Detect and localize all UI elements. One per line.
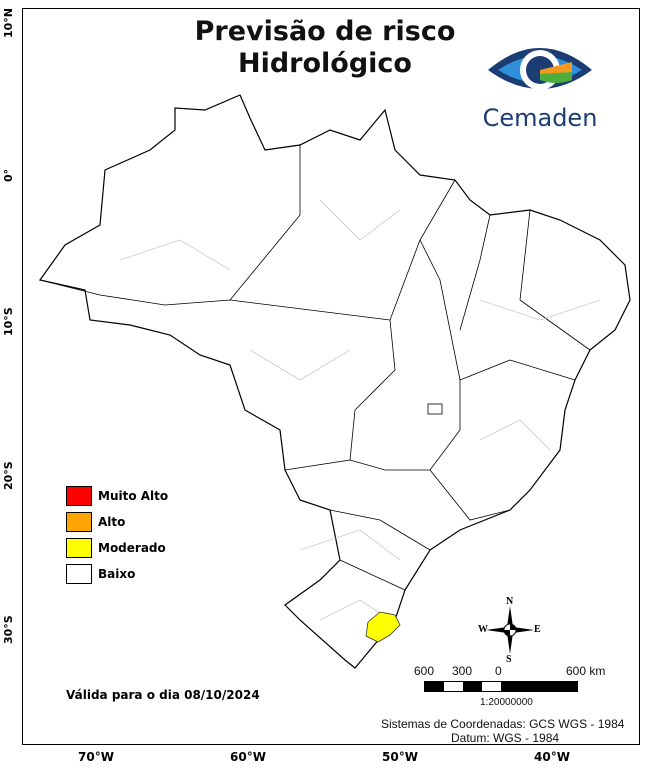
- scale-label: 300: [452, 664, 473, 678]
- compass-s: S: [506, 654, 512, 665]
- title-line1: Previsão de risco: [194, 16, 456, 47]
- legend-moderado: Moderado: [66, 538, 166, 558]
- moderado-risk-area: [365, 611, 401, 643]
- legend-baixo: Baixo: [66, 564, 135, 584]
- coordinate-system: Sistemas de Coordenadas: GCS WGS - 1984: [381, 717, 625, 731]
- legend-alto: Alto: [66, 512, 125, 532]
- legend-swatch: [66, 538, 92, 558]
- compass-rose: N S W E: [478, 596, 542, 665]
- legend-label: Alto: [98, 515, 126, 529]
- cemaden-logo: Cemaden: [480, 38, 600, 132]
- scale-ratio: 1:20000000: [480, 697, 533, 708]
- lon-label: 70°W: [78, 750, 114, 764]
- compass-n: N: [506, 596, 514, 607]
- logo-text: Cemaden: [482, 104, 598, 132]
- legend-label: Baixo: [98, 567, 136, 581]
- datum: Datum: WGS - 1984: [451, 731, 560, 745]
- scale-label: 0: [495, 664, 502, 678]
- lon-label: 60°W: [230, 750, 266, 764]
- legend-swatch: [66, 512, 92, 532]
- legend-label: Moderado: [98, 541, 166, 555]
- scale-label: 600: [414, 664, 435, 678]
- valid-date: Válida para o dia 08/10/2024: [66, 688, 260, 702]
- eye-logo-icon: [488, 48, 592, 90]
- compass-w: W: [478, 624, 488, 635]
- legend-swatch: [66, 564, 92, 584]
- legend-swatch: [66, 486, 92, 506]
- state-borders: [39, 144, 591, 591]
- map-frame: [22, 8, 640, 745]
- legend-muito-alto: Muito Alto: [66, 486, 168, 506]
- compass-icon: [486, 606, 534, 654]
- scale-bar-graphic: [424, 681, 578, 692]
- lon-label: 50°W: [382, 750, 418, 764]
- scale-label: 600 km: [566, 664, 606, 678]
- legend-label: Muito Alto: [98, 489, 169, 503]
- compass-e: E: [534, 624, 541, 635]
- title-line2: Hidrológico: [238, 48, 412, 79]
- lon-label: 40°W: [534, 750, 570, 764]
